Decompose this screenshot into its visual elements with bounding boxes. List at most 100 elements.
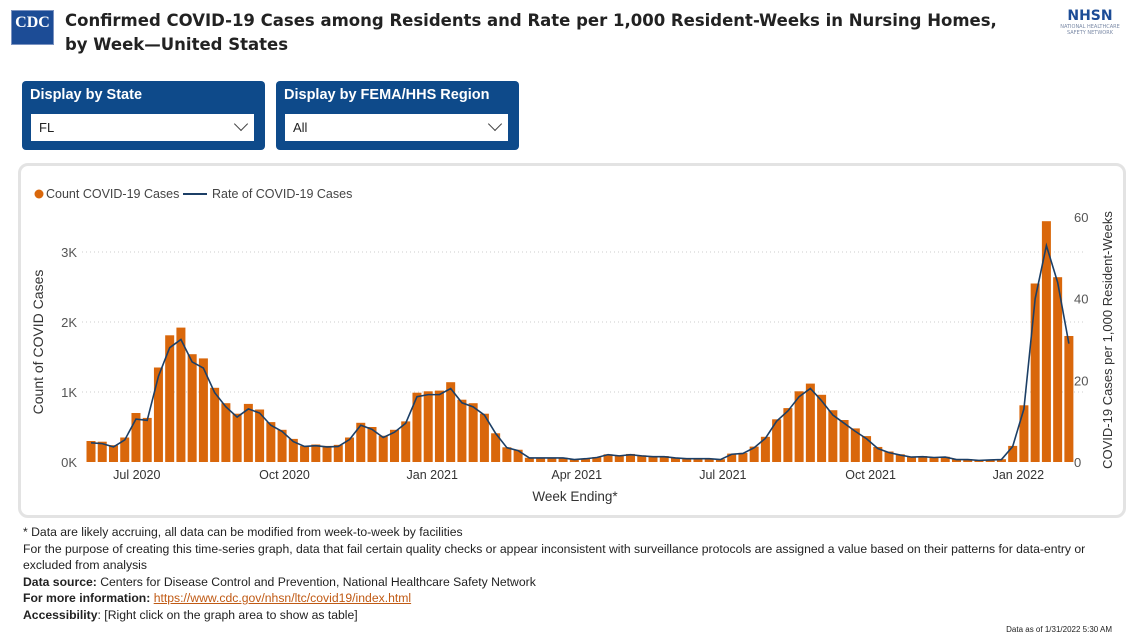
bar xyxy=(524,457,534,462)
legend-bar-icon xyxy=(34,189,44,199)
bar xyxy=(176,327,186,462)
bar xyxy=(929,457,939,462)
bar xyxy=(884,451,894,462)
bar xyxy=(839,420,849,462)
bar xyxy=(738,452,748,462)
nhsn-logo-sub: NATIONAL HEALTHCARE SAFETY NETWORK xyxy=(1060,24,1120,36)
bar xyxy=(727,453,737,462)
y-tick-label: 2K xyxy=(61,315,77,330)
bar xyxy=(648,456,658,462)
bar xyxy=(232,413,242,462)
bar xyxy=(311,444,321,462)
x-tick-label: Jul 2021 xyxy=(699,468,746,482)
region-select-value: All xyxy=(293,120,308,135)
bar xyxy=(873,446,883,462)
bar xyxy=(895,454,905,462)
bar xyxy=(401,421,411,462)
bar xyxy=(446,382,456,462)
y2-tick-label: 0 xyxy=(1074,455,1081,470)
bar xyxy=(1041,221,1051,462)
rate-line xyxy=(90,242,1070,462)
bar xyxy=(210,387,220,462)
bar xyxy=(1064,336,1074,462)
bar xyxy=(963,459,973,462)
bar xyxy=(603,454,613,462)
bar xyxy=(558,457,568,462)
bar xyxy=(389,429,399,462)
bar xyxy=(86,441,96,462)
y2-tick-label: 40 xyxy=(1074,292,1088,307)
bar xyxy=(457,399,467,462)
bar xyxy=(108,445,118,462)
bar xyxy=(918,456,928,462)
bar xyxy=(547,457,557,462)
bar xyxy=(536,457,546,462)
x-tick-label: Jan 2022 xyxy=(993,468,1044,482)
bar xyxy=(243,403,253,462)
bar xyxy=(581,458,591,462)
bar xyxy=(277,429,287,462)
more-info: For more information: https://www.cdc.go… xyxy=(23,590,1113,607)
bar xyxy=(300,445,310,462)
bar xyxy=(423,391,433,462)
bar xyxy=(940,456,950,462)
bar xyxy=(715,459,725,462)
bar xyxy=(569,459,579,462)
state-select-value: FL xyxy=(39,120,55,135)
state-filter: Display by State FL xyxy=(22,81,265,150)
footer: * Data are likely accruing, all data can… xyxy=(23,524,1113,623)
bar xyxy=(670,457,680,462)
bar xyxy=(693,458,703,462)
access-text: : [Right click on the graph area to show… xyxy=(97,607,358,622)
nhsn-logo-text: NHSN xyxy=(1067,8,1113,24)
bar xyxy=(266,422,276,462)
x-tick-label: Oct 2021 xyxy=(845,468,896,482)
bar xyxy=(783,408,793,462)
accessibility: Accessibility: [Right click on the graph… xyxy=(23,607,1113,624)
bar xyxy=(996,459,1006,462)
chart[interactable]: 0K 1K 2K 3K 0 20 40 60 Jul 2020 Oct 2020 Jan 2021 A… xyxy=(0,0,1140,520)
bar xyxy=(165,335,175,462)
bar xyxy=(772,419,782,462)
note-accruing: * Data are likely accruing, all data can… xyxy=(23,525,463,539)
x-tick-label: Jul 2020 xyxy=(113,468,160,482)
bar xyxy=(1019,405,1029,462)
bar xyxy=(794,391,804,462)
bar xyxy=(951,459,961,462)
note-quality: For the purpose of creating this time-se… xyxy=(23,541,1086,573)
bar xyxy=(120,437,130,462)
bar xyxy=(760,436,770,462)
bar xyxy=(131,413,141,462)
bar xyxy=(626,453,636,462)
y-axis-title: Count of COVID Cases xyxy=(30,270,46,415)
state-filter-label: Display by State xyxy=(30,87,143,103)
bar xyxy=(704,458,714,462)
region-select[interactable]: All xyxy=(285,114,508,141)
legend-count-label: Count COVID-19 Cases xyxy=(46,187,179,201)
bar xyxy=(850,428,860,462)
state-select[interactable]: FL xyxy=(31,114,254,141)
bar xyxy=(805,383,815,462)
y-tick-label: 0K xyxy=(61,455,77,470)
x-axis-title: Week Ending* xyxy=(532,489,618,504)
page-title: Confirmed COVID-19 Cases among Residents… xyxy=(65,11,997,54)
nhsn-logo: NHSN NATIONAL HEALTHCARE SAFETY NETWORK xyxy=(1054,8,1126,36)
info-link[interactable]: https://www.cdc.gov/nhsn/ltc/covid19/ind… xyxy=(153,591,412,605)
bar xyxy=(142,417,152,462)
bar xyxy=(828,410,838,462)
y-tick-label: 3K xyxy=(61,245,77,260)
bar xyxy=(1053,277,1063,462)
info-label: For more information: xyxy=(23,591,151,605)
bar xyxy=(367,427,377,462)
bar xyxy=(378,435,388,462)
x-tick-label: Oct 2020 xyxy=(259,468,310,482)
bar xyxy=(322,445,332,462)
bar xyxy=(479,413,489,462)
bar xyxy=(513,449,523,462)
bar xyxy=(682,458,692,462)
bar xyxy=(255,409,265,462)
access-label: Accessibility xyxy=(23,607,98,622)
data-as-of: Data as of 1/31/2022 5:30 AM xyxy=(1006,625,1112,634)
source-label: Data source: xyxy=(23,574,97,589)
bar xyxy=(333,444,343,462)
